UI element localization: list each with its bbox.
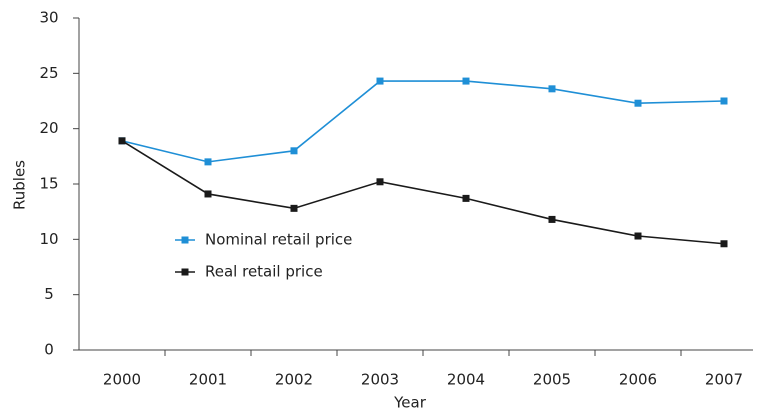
series-line (121, 80, 725, 163)
point (634, 232, 642, 240)
x-tick-label: 2000 (103, 371, 141, 389)
series-line (121, 140, 725, 245)
y-tick-label: 15 (39, 175, 58, 193)
x-tick-label: 2003 (361, 371, 399, 389)
legend-label: Nominal retail price (205, 231, 352, 249)
x-tick-label: 2004 (447, 371, 485, 389)
y-tick-label: 10 (39, 230, 58, 248)
point (376, 77, 384, 85)
y-tick-label: 25 (39, 64, 58, 82)
point (204, 158, 212, 166)
legend-marker (181, 236, 189, 244)
y-tick-label: 20 (39, 119, 58, 137)
y-axis-label: Rubles (11, 160, 29, 210)
point (462, 77, 470, 85)
point (118, 137, 126, 145)
x-tick-label: 2005 (533, 371, 571, 389)
legend-label: Real retail price (205, 263, 323, 281)
point (290, 204, 298, 212)
x-tick-label: 2006 (619, 371, 657, 389)
point (290, 147, 298, 155)
point (204, 190, 212, 198)
point (548, 85, 556, 93)
point (720, 97, 728, 105)
x-tick-label: 2001 (189, 371, 227, 389)
point (462, 194, 470, 202)
y-tick-label: 5 (44, 285, 54, 303)
point (634, 99, 642, 107)
point (720, 240, 728, 248)
point (376, 178, 384, 186)
x-tick-label: 2007 (705, 371, 743, 389)
point (548, 215, 556, 223)
x-axis-label: Year (393, 394, 427, 412)
y-tick-label: 30 (39, 9, 58, 27)
y-tick-label: 0 (44, 341, 54, 359)
legend-marker (181, 268, 189, 276)
x-tick-label: 2002 (275, 371, 313, 389)
